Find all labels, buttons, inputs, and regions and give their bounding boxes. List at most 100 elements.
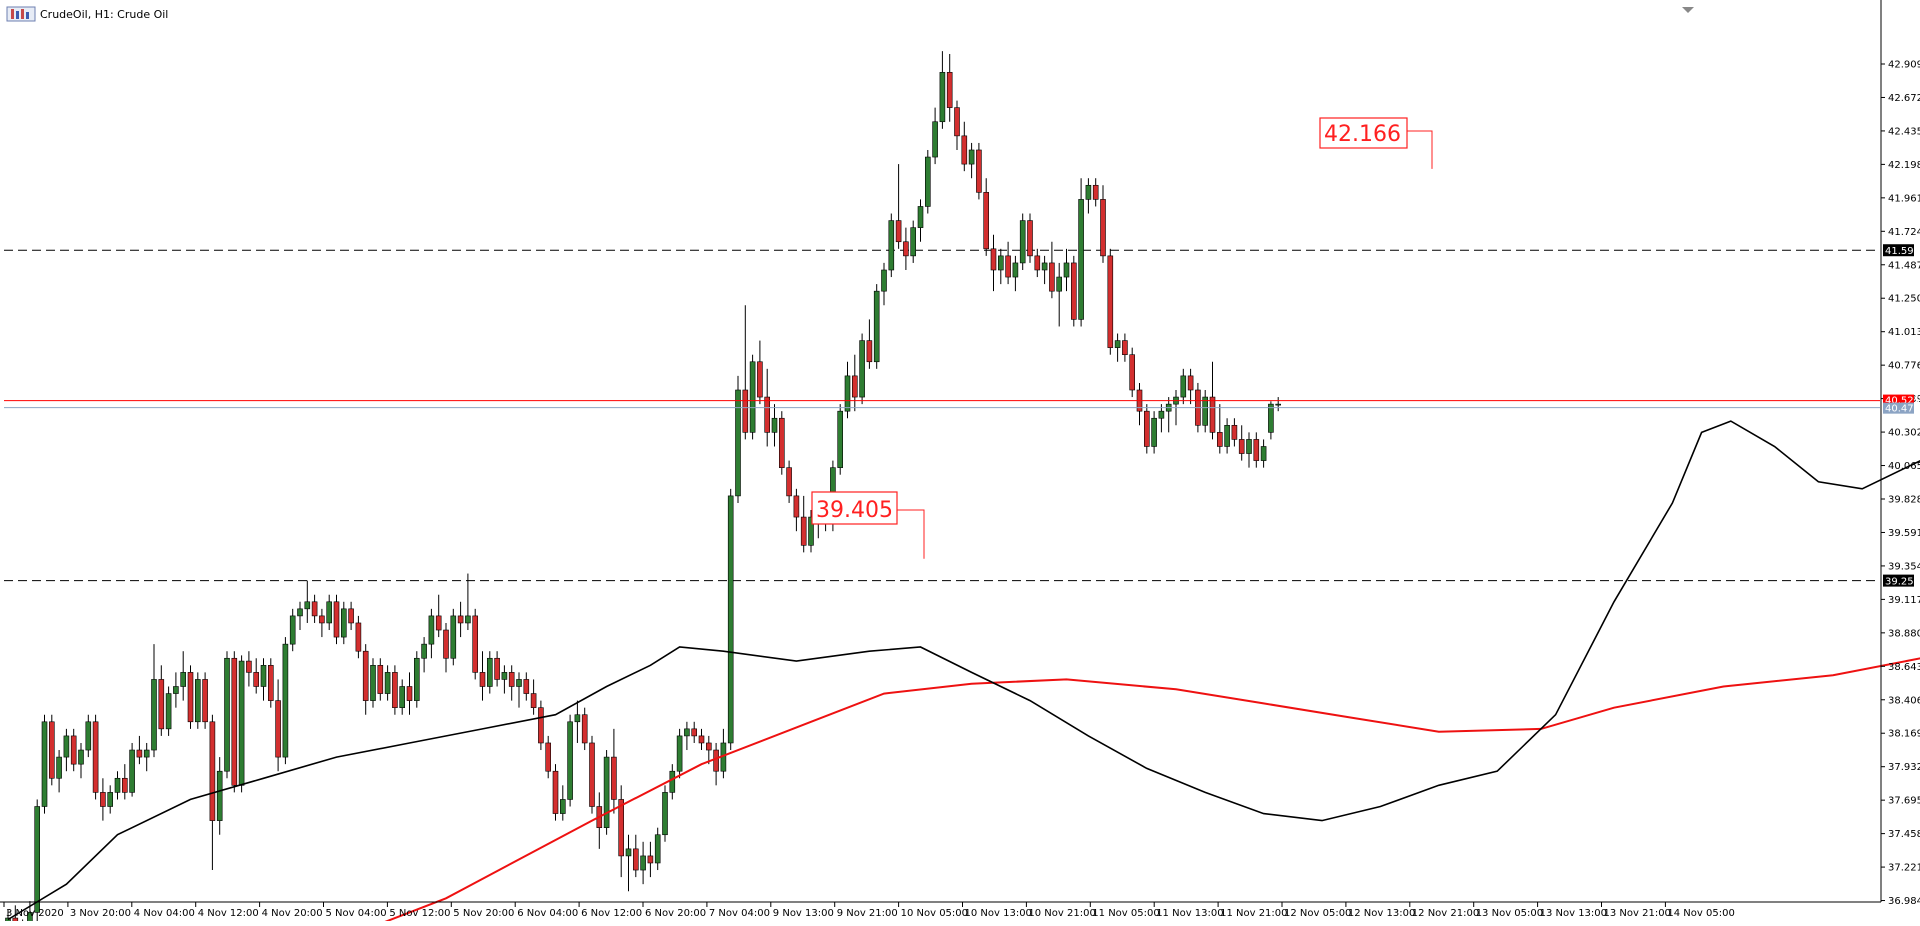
candle [348, 601, 354, 631]
candle-body [910, 227, 917, 257]
candle [392, 665, 398, 715]
candle-body [165, 693, 172, 730]
candle [786, 460, 792, 503]
level-price-label: 39.250 [1885, 577, 1920, 588]
candle [793, 488, 800, 532]
candle-body [961, 135, 968, 165]
candle-body [421, 643, 427, 659]
candle [545, 735, 552, 779]
chart-type-icon[interactable] [6, 6, 36, 22]
candle [735, 375, 741, 503]
candle [603, 750, 610, 835]
ma-fast-line [7, 420, 1920, 921]
candle [1056, 262, 1062, 327]
candle [618, 785, 625, 878]
time-tick-label: 6 Nov 04:00 [517, 908, 578, 919]
price-tick-label: 42.672 [1888, 93, 1920, 104]
candle [122, 764, 128, 800]
price-tick-label: 37.695 [1888, 796, 1920, 807]
candle [136, 735, 143, 765]
candle-body [333, 601, 340, 638]
candle-body [129, 749, 135, 793]
candle-body [1092, 184, 1099, 200]
candle [92, 714, 99, 800]
candle [508, 665, 515, 701]
price-tick-label: 39.828 [1888, 495, 1920, 506]
time-axis[interactable]: 3 Nov 2020 3 Nov 20:00 4 Nov 04:00 4 Nov 12… [3, 902, 1735, 919]
candle-body [304, 601, 311, 610]
candle-body [340, 608, 347, 638]
candle-body [1049, 262, 1055, 292]
candle-body [392, 672, 398, 708]
price-callout[interactable]: 39.405 [811, 491, 925, 559]
candle [428, 608, 435, 659]
candle [632, 834, 639, 878]
time-tick-label: 11 Nov 21:00 [1220, 908, 1287, 919]
price-tick-label: 39.117 [1888, 595, 1920, 606]
candle [713, 742, 719, 786]
candle-body [63, 735, 70, 758]
candle [129, 742, 135, 797]
candle [297, 601, 303, 631]
candle-body [486, 657, 493, 687]
candle-body [939, 72, 946, 123]
candle [1012, 255, 1019, 292]
candle-body [472, 615, 479, 673]
candle [990, 234, 997, 292]
candle-body [1151, 417, 1157, 447]
candle [1180, 368, 1187, 405]
candle [501, 665, 508, 694]
candle-body [202, 679, 208, 723]
candle-body [180, 672, 186, 687]
price-tick-label: 40.065 [1888, 461, 1920, 472]
ask-price-label: 40.475 [1885, 404, 1920, 415]
candle [691, 721, 698, 743]
candle-body [903, 241, 909, 257]
candle [377, 658, 384, 701]
candle [727, 488, 734, 751]
candle-body [231, 657, 238, 786]
candle-body [786, 467, 792, 497]
candle [435, 594, 442, 638]
candle-body [924, 156, 931, 207]
candle-body [1268, 403, 1274, 433]
candle [669, 764, 676, 800]
candle-body [253, 672, 259, 687]
price-callout[interactable]: 42.166 [1319, 117, 1433, 169]
time-tick-label: 9 Nov 21:00 [837, 908, 898, 919]
candle-body [377, 665, 384, 694]
candle [611, 728, 617, 814]
level-price-tag [1883, 244, 1914, 257]
candle-body [399, 686, 406, 708]
candle [684, 721, 690, 751]
symbol-label: CrudeOil, H1: Crude Oil [40, 8, 168, 21]
candle [749, 354, 756, 440]
candle [1100, 185, 1106, 263]
candle [472, 608, 479, 680]
candle-body [107, 792, 113, 807]
price-tick-label: 40.302 [1888, 428, 1920, 439]
time-tick-label: 6 Nov 20:00 [645, 908, 706, 919]
candle [757, 340, 763, 405]
price-axis[interactable]: 41.590 39.250 42.909 42.672 42.435 42.198 41.9… [1881, 60, 1920, 922]
candle [968, 142, 975, 179]
candle [946, 53, 953, 122]
candle [939, 51, 946, 129]
candle [917, 199, 924, 242]
time-tick-label: 11 Nov 13:00 [1156, 908, 1223, 919]
candle [742, 305, 749, 440]
candle [705, 735, 712, 765]
candle-body [1231, 424, 1238, 440]
candle-body [1180, 375, 1187, 398]
candle-body [1056, 276, 1062, 292]
candle-body [122, 777, 128, 793]
candle [771, 404, 778, 447]
candle-body [866, 340, 873, 363]
chart-shift-icon[interactable] [1682, 7, 1694, 13]
candle-body [662, 792, 668, 836]
price-tick-label: 38.880 [1888, 628, 1920, 639]
candle [34, 799, 41, 926]
price-tick-label: 39.354 [1888, 561, 1920, 572]
candle [552, 764, 559, 821]
